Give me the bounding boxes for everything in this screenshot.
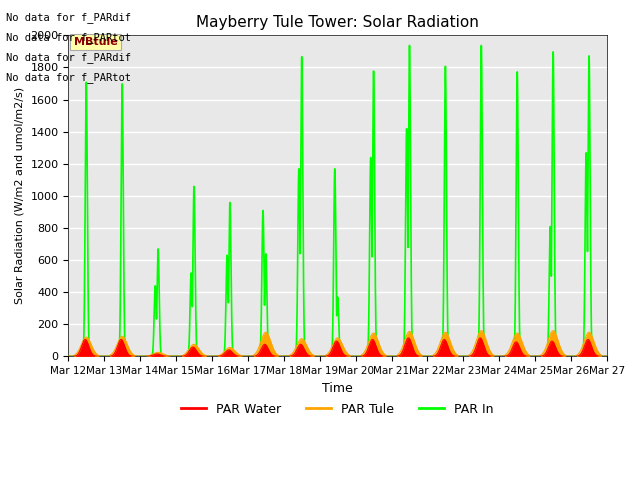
- Text: No data for f_PARdif: No data for f_PARdif: [6, 52, 131, 63]
- Y-axis label: Solar Radiation (W/m2 and umol/m2/s): Solar Radiation (W/m2 and umol/m2/s): [15, 87, 25, 304]
- Text: MBtule: MBtule: [74, 37, 118, 47]
- X-axis label: Time: Time: [323, 382, 353, 395]
- Text: No data for f_PARdif: No data for f_PARdif: [6, 12, 131, 23]
- Text: No data for f_PARtot: No data for f_PARtot: [6, 72, 131, 84]
- Legend: PAR Water, PAR Tule, PAR In: PAR Water, PAR Tule, PAR In: [177, 398, 499, 420]
- Title: Mayberry Tule Tower: Solar Radiation: Mayberry Tule Tower: Solar Radiation: [196, 15, 479, 30]
- Text: No data for f_PARtot: No data for f_PARtot: [6, 32, 131, 43]
